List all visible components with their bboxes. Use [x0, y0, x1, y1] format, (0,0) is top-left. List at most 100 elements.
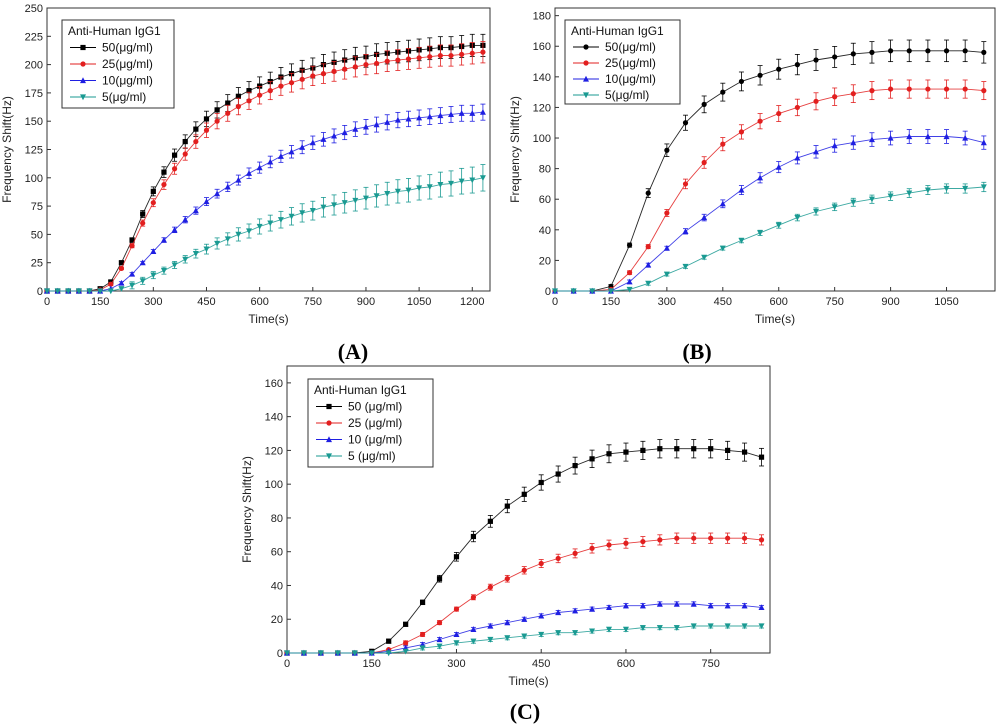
data-point [277, 217, 284, 223]
data-point [869, 88, 875, 94]
y-tick-label: 80 [271, 513, 283, 525]
data-point [757, 72, 763, 78]
data-point [572, 607, 579, 614]
data-point [192, 251, 199, 257]
data-point [309, 208, 316, 214]
y-tick-label: 100 [265, 479, 283, 491]
data-point [479, 108, 486, 115]
y-tick-label: 140 [533, 72, 551, 84]
data-point [589, 628, 596, 635]
data-point [869, 49, 875, 55]
y-tick-label: 180 [533, 11, 551, 23]
data-point [436, 576, 443, 582]
data-point [725, 447, 731, 454]
data-point [708, 535, 714, 541]
data-point [682, 120, 689, 126]
data-point [277, 153, 284, 159]
data-point [980, 184, 987, 191]
data-point [832, 94, 838, 100]
data-point [129, 237, 135, 243]
data-point [906, 133, 913, 140]
data-point [757, 174, 764, 181]
data-point [645, 261, 652, 268]
legend-title: Anti-Human IgG1 [571, 24, 664, 38]
data-point [656, 600, 663, 607]
data-point [384, 191, 391, 197]
data-point [758, 537, 765, 543]
legend-label: 5(μg/ml) [102, 90, 146, 104]
legend: Anti-Human IgG1 50(μg/ml) 25(μg/ml) 10(μg/m… [564, 19, 681, 105]
data-point [288, 80, 295, 86]
data-point [182, 216, 189, 223]
data-point [171, 166, 178, 172]
data-point [943, 86, 950, 92]
data-point [538, 631, 545, 638]
y-tick-label: 75 [31, 201, 43, 213]
x-tick-label: 750 [825, 296, 843, 308]
y-tick-label: 40 [539, 225, 551, 237]
data-point [664, 210, 670, 216]
data-point [664, 147, 670, 153]
legend-marker [80, 77, 86, 84]
data-point [674, 446, 680, 452]
data-point [309, 139, 316, 146]
y-tick-label: 0 [277, 648, 283, 660]
data-point [203, 246, 210, 253]
data-point [794, 154, 801, 161]
data-point [362, 195, 369, 202]
data-point [368, 650, 375, 657]
data-point [235, 103, 241, 110]
x-tick-label: 150 [602, 296, 620, 308]
series-2 [552, 129, 987, 294]
data-point [663, 244, 670, 251]
y-axis-title: Frequency Shift(Hz) [0, 96, 14, 203]
data-point [758, 604, 765, 611]
data-point [458, 110, 465, 116]
x-tick-label: 450 [197, 296, 215, 308]
data-point [640, 538, 646, 545]
legend-label: 25(μg/ml) [605, 56, 656, 70]
data-point [589, 456, 595, 462]
data-point [118, 279, 125, 286]
data-point [214, 240, 221, 247]
data-point [555, 471, 561, 477]
data-point [606, 626, 612, 633]
series-line [555, 186, 984, 292]
y-tick-label: 100 [25, 173, 43, 185]
data-point [741, 602, 748, 609]
data-point [925, 48, 931, 54]
data-point [813, 98, 819, 104]
data-point [663, 271, 670, 278]
data-point [246, 88, 252, 94]
data-point [639, 602, 646, 609]
y-tick-label: 0 [37, 286, 43, 298]
data-point [538, 560, 544, 567]
data-point [108, 281, 114, 287]
data-point [606, 604, 612, 611]
data-point [416, 55, 422, 61]
data-point [341, 200, 348, 206]
data-point [203, 127, 210, 133]
data-point [606, 451, 612, 457]
data-point [470, 638, 477, 645]
data-point [487, 518, 493, 524]
x-tick-label: 750 [304, 296, 322, 308]
data-point [469, 110, 476, 116]
data-point [521, 633, 528, 640]
data-point [487, 584, 493, 590]
data-point [623, 449, 629, 455]
data-point [320, 71, 327, 77]
y-tick-label: 225 [25, 31, 43, 43]
data-point [118, 265, 125, 271]
data-point [419, 631, 426, 638]
data-point [150, 248, 157, 254]
y-tick-label: 100 [533, 133, 551, 145]
x-tick-label: 600 [250, 296, 268, 308]
data-point [738, 237, 745, 244]
legend-label: 5 (μg/ml) [348, 449, 396, 463]
data-point [640, 447, 646, 454]
series-line [287, 625, 762, 654]
data-point [385, 650, 392, 657]
data-point [246, 170, 253, 176]
data-point [887, 193, 894, 200]
